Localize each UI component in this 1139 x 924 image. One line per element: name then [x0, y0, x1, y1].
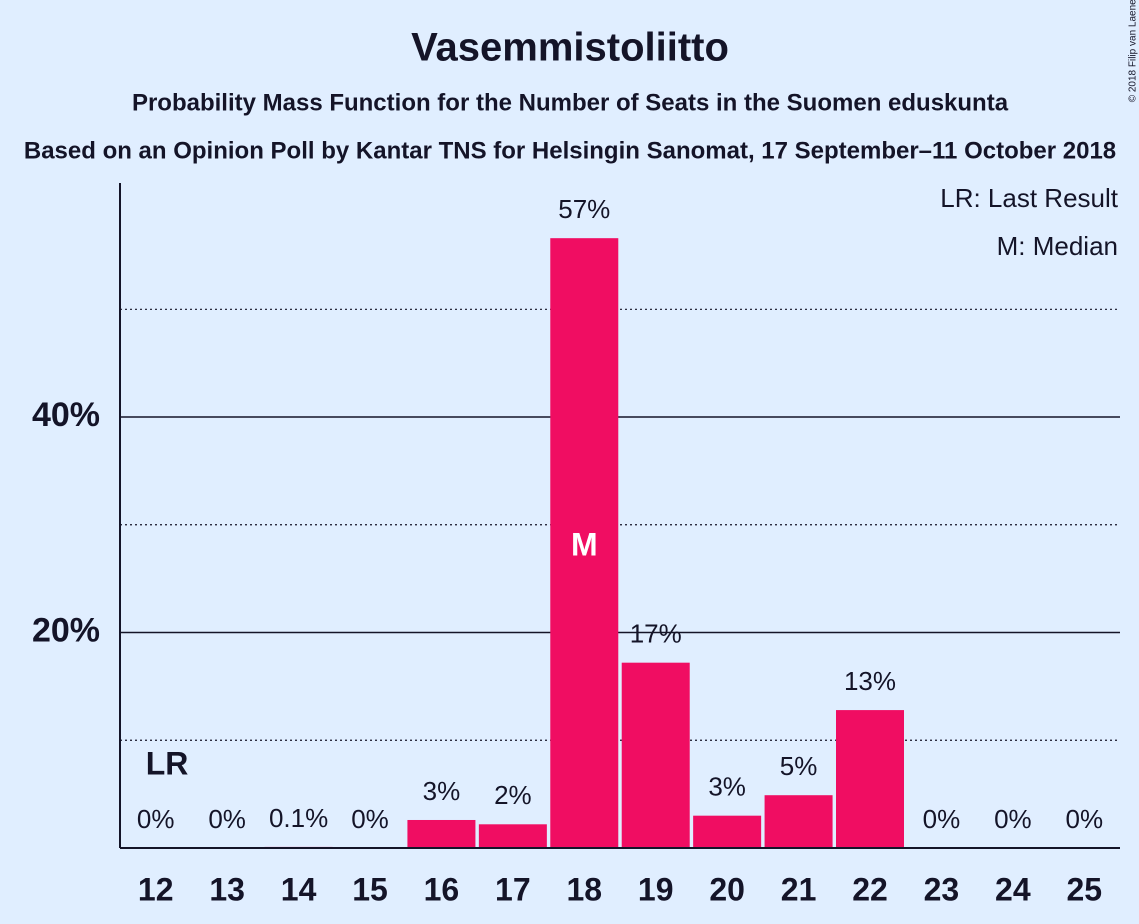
value-label: 0%	[1065, 804, 1103, 834]
x-tick-label: 14	[281, 871, 317, 907]
value-label: 3%	[708, 772, 746, 802]
x-tick-label: 13	[209, 871, 245, 907]
bar	[621, 662, 690, 848]
bar	[407, 819, 476, 848]
x-tick-label: 21	[781, 871, 817, 907]
value-label: 2%	[494, 780, 532, 810]
median-label: M	[571, 526, 598, 562]
y-tick-label: 40%	[32, 396, 100, 434]
x-tick-label: 15	[352, 871, 388, 907]
chart-title: Vasemmistoliitto	[411, 26, 729, 70]
last-result-label: LR	[146, 745, 189, 781]
bar	[836, 710, 904, 848]
value-label: 0%	[137, 804, 175, 834]
copyright: © 2018 Filip van Laenen	[1128, 0, 1139, 102]
value-label: 0.1%	[269, 803, 328, 833]
value-label: 3%	[423, 776, 461, 806]
value-label: 0%	[923, 804, 961, 834]
x-tick-label: 18	[566, 871, 602, 907]
x-tick-label: 20	[709, 871, 745, 907]
bar	[764, 795, 833, 848]
y-tick-label: 20%	[32, 612, 100, 650]
x-tick-label: 19	[638, 871, 674, 907]
value-label: 13%	[844, 666, 896, 696]
x-tick-label: 16	[424, 871, 460, 907]
chart-subtitle: Based on an Opinion Poll by Kantar TNS f…	[24, 137, 1116, 164]
x-tick-label: 23	[924, 871, 960, 907]
x-tick-label: 17	[495, 871, 531, 907]
legend-entry: M: Median	[997, 231, 1118, 261]
x-tick-label: 22	[852, 871, 888, 907]
x-tick-label: 24	[995, 871, 1031, 907]
value-label: 0%	[208, 804, 246, 834]
x-tick-label: 12	[138, 871, 174, 907]
value-label: 57%	[558, 194, 610, 224]
x-tick-label: 25	[1066, 871, 1102, 907]
bar	[550, 238, 619, 848]
value-label: 0%	[351, 804, 389, 834]
bar	[478, 824, 547, 848]
chart-subtitle: Probability Mass Function for the Number…	[132, 89, 1009, 116]
value-label: 5%	[780, 751, 818, 781]
value-label: 0%	[994, 804, 1032, 834]
bar	[693, 815, 762, 848]
legend-entry: LR: Last Result	[940, 183, 1119, 213]
value-label: 17%	[630, 619, 682, 649]
